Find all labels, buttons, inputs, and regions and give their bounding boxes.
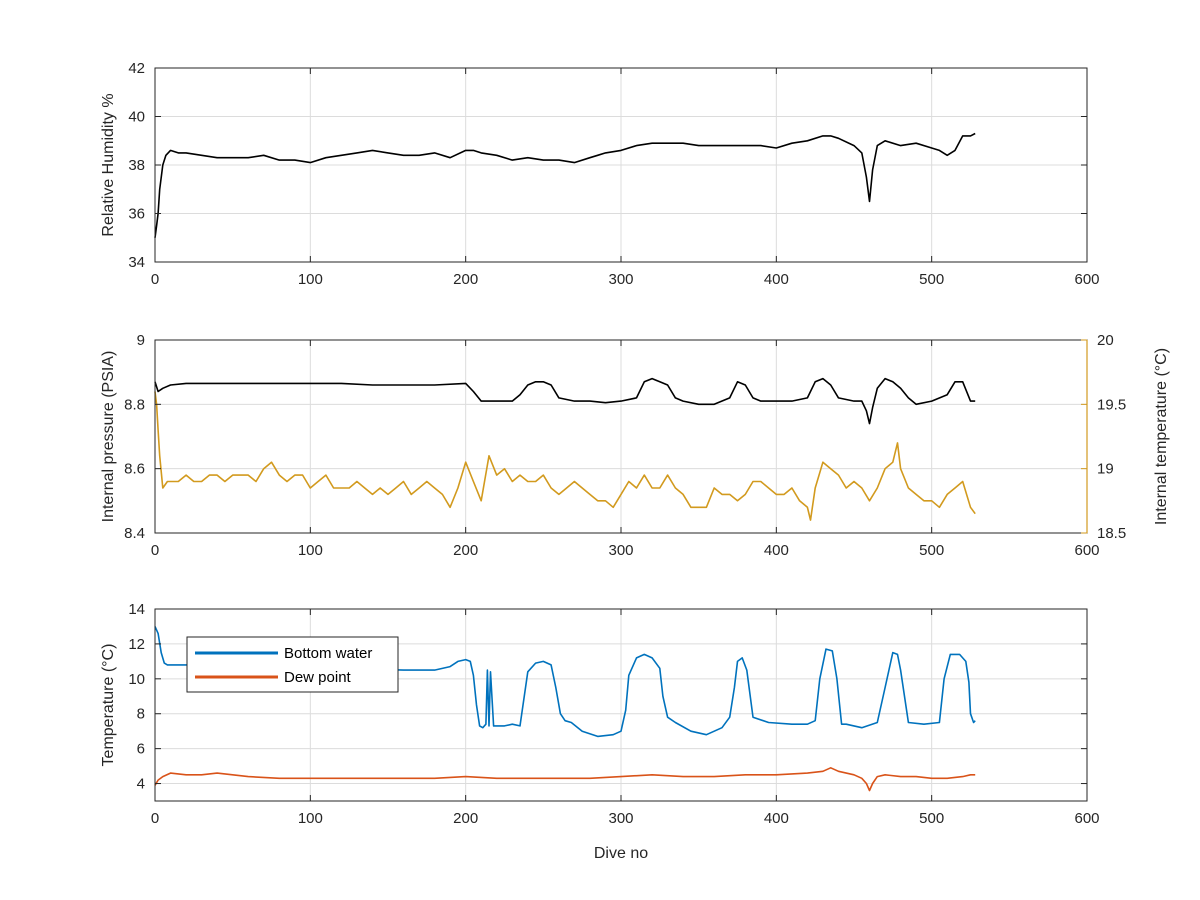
right-y-axis-label: Internal temperature (°C) — [1153, 348, 1170, 525]
series-dew-point — [154, 766, 976, 792]
right-y-tick-label: 19 — [1097, 461, 1114, 478]
x-tick-label: 200 — [453, 810, 478, 827]
y-tick-label: 14 — [128, 601, 145, 618]
x-axis-label: Dive no — [594, 845, 648, 862]
y-tick-label: 40 — [128, 109, 145, 126]
y-tick-label: 4 — [137, 776, 145, 793]
y-axis-label: Relative Humidity % — [100, 93, 117, 236]
x-tick-label: 200 — [453, 542, 478, 559]
y-tick-label: 9 — [137, 332, 145, 349]
y-tick-label: 6 — [137, 741, 145, 758]
x-tick-label: 300 — [608, 542, 633, 559]
pressure-temperature-panel: 0 100 200 300 400 500 600 8.4 8.6 8.8 9 Internal pr… — [100, 332, 1170, 559]
y-tick-label: 12 — [128, 636, 145, 653]
humidity-panel: 0 100 200 300 400 500 600 34 36 38 40 42 Relative Hu… — [100, 60, 1100, 288]
x-tick-label: 500 — [919, 542, 944, 559]
right-y-tick-label: 19.5 — [1097, 396, 1126, 413]
x-tick-label: 400 — [764, 810, 789, 827]
y-tick-label: 8.6 — [124, 461, 145, 478]
y-tick-label: 34 — [128, 254, 145, 271]
x-tick-label: 600 — [1074, 810, 1099, 827]
temperature-panel: 0 100 200 300 400 500 600 4 6 8 10 12 14 Temperature … — [100, 601, 1100, 862]
x-tick-label: 0 — [151, 542, 159, 559]
legend-box — [186, 636, 399, 693]
x-tick-label: 200 — [453, 271, 478, 288]
x-tick-label: 0 — [151, 271, 159, 288]
y-tick-label: 42 — [128, 60, 145, 77]
x-tick-label: 500 — [919, 271, 944, 288]
y-axis-label: Temperature (°C) — [100, 644, 117, 767]
x-tick-label: 600 — [1074, 271, 1099, 288]
legend-label: Dew point — [284, 669, 352, 686]
y-tick-label: 8.8 — [124, 396, 145, 413]
x-tick-label: 500 — [919, 810, 944, 827]
x-tick-label: 600 — [1074, 542, 1099, 559]
x-tick-label: 300 — [608, 810, 633, 827]
right-y-tick-label: 20 — [1097, 332, 1114, 349]
legend: Bottom water Dew point — [186, 636, 399, 693]
x-tick-label: 100 — [298, 810, 323, 827]
legend-label: Bottom water — [284, 645, 372, 662]
x-tick-label: 0 — [151, 810, 159, 827]
x-tick-label: 100 — [298, 271, 323, 288]
series-line-0-0 — [154, 132, 976, 238]
x-tick-label: 400 — [764, 271, 789, 288]
series-bottom-water — [154, 626, 976, 738]
y-tick-label: 8 — [137, 706, 145, 723]
x-tick-label: 300 — [608, 271, 633, 288]
y-tick-label: 8.4 — [124, 525, 145, 542]
x-tick-label: 400 — [764, 542, 789, 559]
y-axis-label: Internal pressure (PSIA) — [100, 351, 117, 523]
x-tick-label: 100 — [298, 542, 323, 559]
y-tick-label: 10 — [128, 671, 145, 688]
series-line-1-0 — [154, 377, 976, 425]
right-y-tick-label: 18.5 — [1097, 525, 1126, 542]
series-line-1-1 — [154, 391, 976, 521]
y-tick-label: 38 — [128, 157, 145, 174]
y-tick-label: 36 — [128, 206, 145, 223]
